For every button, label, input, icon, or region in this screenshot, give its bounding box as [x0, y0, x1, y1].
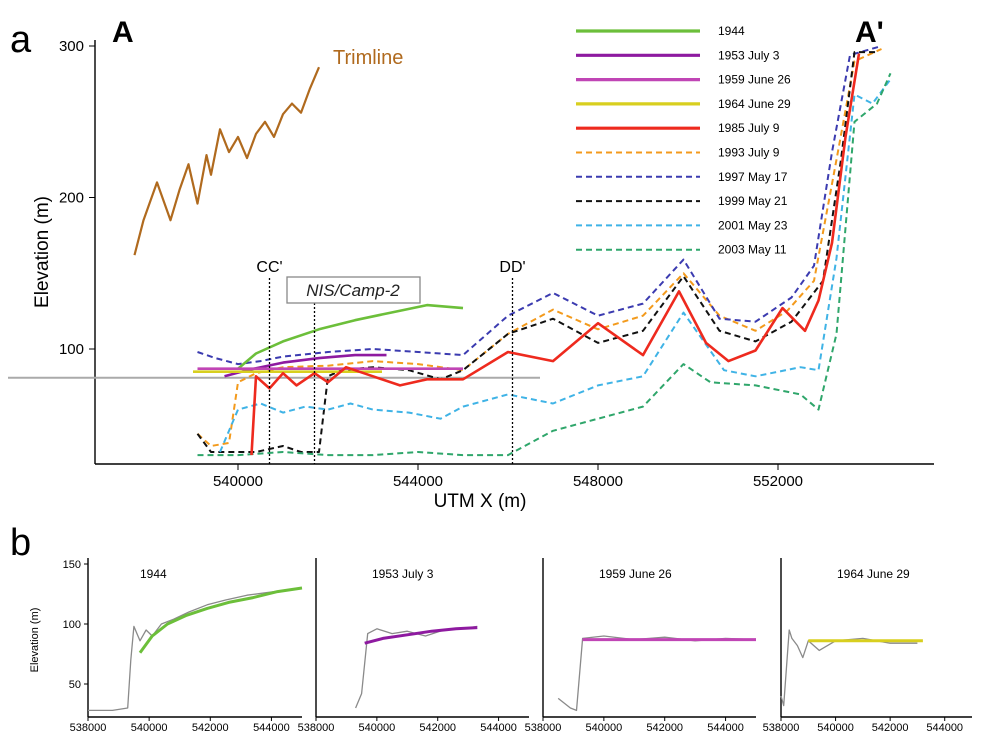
inset-1953-july-3: 538000 540000 542000 544000 1953 July 3: [298, 558, 529, 733]
inset-x-tick-label: 542000: [192, 722, 229, 733]
inset-x-tick-label: 538000: [763, 722, 800, 733]
panel-a-x-tick-label: 552000: [753, 473, 803, 490]
inset-y-tick-label: 50: [69, 679, 81, 691]
legend-label-1993-july-9: 1993 July 9: [718, 146, 780, 160]
inset-x-tick-label: 538000: [298, 722, 335, 733]
legend-label-1944: 1944: [718, 24, 745, 38]
series-line-2001-may-23: [219, 78, 892, 453]
inset-fitted-line: [364, 626, 478, 645]
panel-a-y-tick-label: 100: [59, 341, 84, 358]
endpoint-a: A: [112, 16, 134, 49]
inset-y-tick-label: 100: [63, 619, 81, 631]
nis-label: NIS/Camp-2: [306, 281, 400, 300]
inset-1959-june-26: 538000 540000 542000 544000 1959 June 26: [525, 558, 757, 733]
inset-x-tick-label: 542000: [646, 722, 683, 733]
series-line-1997-may-17: [197, 45, 882, 366]
series-line-2003-may-11: [197, 72, 892, 457]
series-line-1993-july-9: [196, 48, 882, 447]
legend-label-1953-july-3: 1953 July 3: [718, 48, 780, 62]
legend-label-1959-june-26: 1959 June 26: [718, 73, 791, 87]
inset-x-tick-label: 544000: [707, 722, 744, 733]
inset-x-tick-label: 538000: [525, 722, 562, 733]
legend-label-1985-july-9: 1985 July 9: [718, 121, 780, 135]
legend-label-1999-may-21: 1999 May 21: [718, 194, 788, 208]
endpoint-a-prime: A': [855, 16, 884, 49]
inset-y-tick-label: 150: [63, 559, 81, 571]
nis-label-box: [286, 276, 421, 304]
inset-1964-june-29: 538000 540000 542000 544000 1964 June 29: [763, 558, 972, 733]
panel-a-y-tick-label: 200: [59, 190, 84, 207]
trimline-label: Trimline: [333, 47, 403, 69]
inset-x-tick-label: 542000: [419, 722, 456, 733]
panel-a-y-label: Elevation (m): [32, 196, 53, 308]
panel-a-x-tick-label: 548000: [573, 473, 623, 490]
inset-x-tick-label: 540000: [131, 722, 168, 733]
section-label-cc: CC': [256, 259, 282, 276]
panel-a-x-label: UTM X (m): [434, 491, 527, 512]
inset-x-tick-label: 544000: [480, 722, 517, 733]
panel-a-x-tick-label: 544000: [393, 473, 443, 490]
inset-raw-profile: [88, 587, 303, 712]
panel-a-x-tick-label: 540000: [213, 473, 263, 490]
inset-x-tick-label: 540000: [817, 722, 854, 733]
inset-x-tick-label: 542000: [872, 722, 909, 733]
series-line-1944: [237, 303, 464, 370]
inset-title: 1944: [140, 567, 167, 581]
section-label-dd: DD': [499, 259, 525, 276]
inset-raw-profile: [557, 635, 757, 712]
inset-raw-profile: [355, 625, 478, 709]
panel-b-label: b: [10, 522, 31, 564]
inset-title: 1964 June 29: [837, 567, 910, 581]
inset-title: 1959 June 26: [599, 567, 672, 581]
inset-raw-profile: [780, 629, 918, 707]
inset-x-tick-label: 540000: [358, 722, 395, 733]
series-line-1999-may-21: [196, 51, 877, 453]
inset-title: 1953 July 3: [372, 567, 434, 581]
inset-fitted-line: [138, 586, 303, 654]
series-line-1985-july-9: [250, 53, 861, 456]
legend-label-1997-may-17: 1997 May 17: [718, 170, 788, 184]
inset-x-tick-label: 544000: [926, 722, 963, 733]
legend-label-1964-june-29: 1964 June 29: [718, 97, 791, 111]
inset-x-tick-label: 540000: [585, 722, 622, 733]
trimline-line: [133, 66, 321, 256]
panel-b-y-label: Elevation (m): [29, 608, 41, 673]
inset-x-tick-label: 538000: [70, 722, 107, 733]
legend-label-2001-may-23: 2001 May 23: [718, 218, 788, 232]
panel-b-insets: Elevation (m) 538000 540000 542000 544000 50…: [29, 558, 972, 733]
panel-a-plot: 540000 544000 548000 552000 100 200 300 CC' DD'…: [8, 16, 934, 512]
panel-a-y-tick-label: 300: [59, 38, 84, 55]
inset-x-tick-label: 544000: [253, 722, 290, 733]
legend-label-2003-may-11: 2003 May 11: [718, 243, 787, 257]
inset-1944: 538000 540000 542000 544000 50 100 150 1944: [63, 558, 303, 733]
panel-a-label: a: [10, 19, 32, 61]
